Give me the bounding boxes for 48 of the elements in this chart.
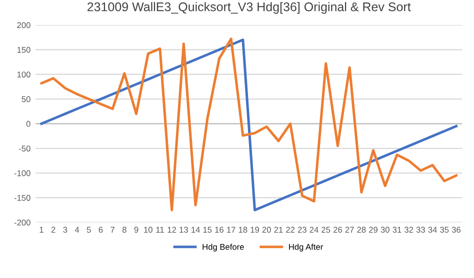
y-tick-label: 150 bbox=[17, 46, 30, 53]
x-tick-label: 14 bbox=[192, 226, 200, 233]
x-tick-label: 29 bbox=[369, 226, 378, 233]
x-tick-label: 6 bbox=[98, 226, 103, 233]
x-tick-label: 17 bbox=[227, 226, 236, 233]
x-tick-label: 2 bbox=[51, 226, 56, 233]
x-tick-label: 20 bbox=[262, 226, 271, 233]
x-tick-label: 7 bbox=[110, 226, 114, 233]
x-tick-label: 33 bbox=[416, 226, 425, 233]
x-tick-label: 23 bbox=[298, 226, 306, 233]
y-tick-label: 50 bbox=[22, 96, 30, 102]
legend-label: Hdg After bbox=[289, 244, 323, 252]
y-tick-label: 0 bbox=[26, 120, 30, 127]
x-tick-label: 22 bbox=[286, 226, 295, 233]
x-tick-label: 31 bbox=[392, 226, 402, 233]
x-tick-label: 28 bbox=[357, 226, 366, 233]
x-tick-label: 15 bbox=[203, 226, 212, 233]
x-tick-label: 5 bbox=[86, 226, 91, 233]
y-tick-label: -100 bbox=[14, 170, 30, 176]
x-tick-label: 13 bbox=[180, 226, 188, 233]
x-tick-label: 34 bbox=[428, 226, 437, 233]
y-tick-label: 100 bbox=[17, 72, 30, 78]
x-tick-label: 1 bbox=[40, 226, 44, 233]
x-tick-label: 35 bbox=[440, 226, 449, 233]
x-tick-label: 21 bbox=[274, 226, 283, 233]
x-tick-label: 18 bbox=[238, 226, 248, 233]
x-tick-label: 4 bbox=[74, 226, 80, 233]
x-tick-label: 25 bbox=[322, 226, 330, 233]
x-tick-label: 32 bbox=[404, 226, 414, 233]
x-tick-label: 12 bbox=[168, 226, 176, 233]
y-tick-label: -150 bbox=[14, 194, 30, 201]
x-tick-label: 11 bbox=[156, 226, 164, 233]
x-tick-label: 36 bbox=[452, 226, 460, 233]
x-tick-label: 24 bbox=[310, 226, 318, 233]
y-tick-label: 200 bbox=[17, 22, 30, 28]
x-tick-label: 3 bbox=[63, 226, 68, 233]
x-tick-label: 30 bbox=[380, 226, 390, 233]
x-tick-label: 26 bbox=[334, 226, 342, 233]
chart-title: 231009 WallE3_Quicksort_V3 Hdg[36] Original & Rev Sort bbox=[87, 2, 411, 14]
x-tick-label: 10 bbox=[144, 226, 152, 233]
x-tick-label: 8 bbox=[122, 226, 126, 233]
x-tick-label: 16 bbox=[215, 226, 224, 233]
y-tick-label: -200 bbox=[14, 220, 30, 226]
legend-label: Hdg Before bbox=[202, 244, 244, 252]
x-tick-label: 27 bbox=[345, 226, 354, 233]
x-tick-label: 9 bbox=[134, 226, 138, 233]
x-tick-label: 19 bbox=[250, 226, 260, 233]
y-tick-label: -50 bbox=[19, 146, 30, 152]
